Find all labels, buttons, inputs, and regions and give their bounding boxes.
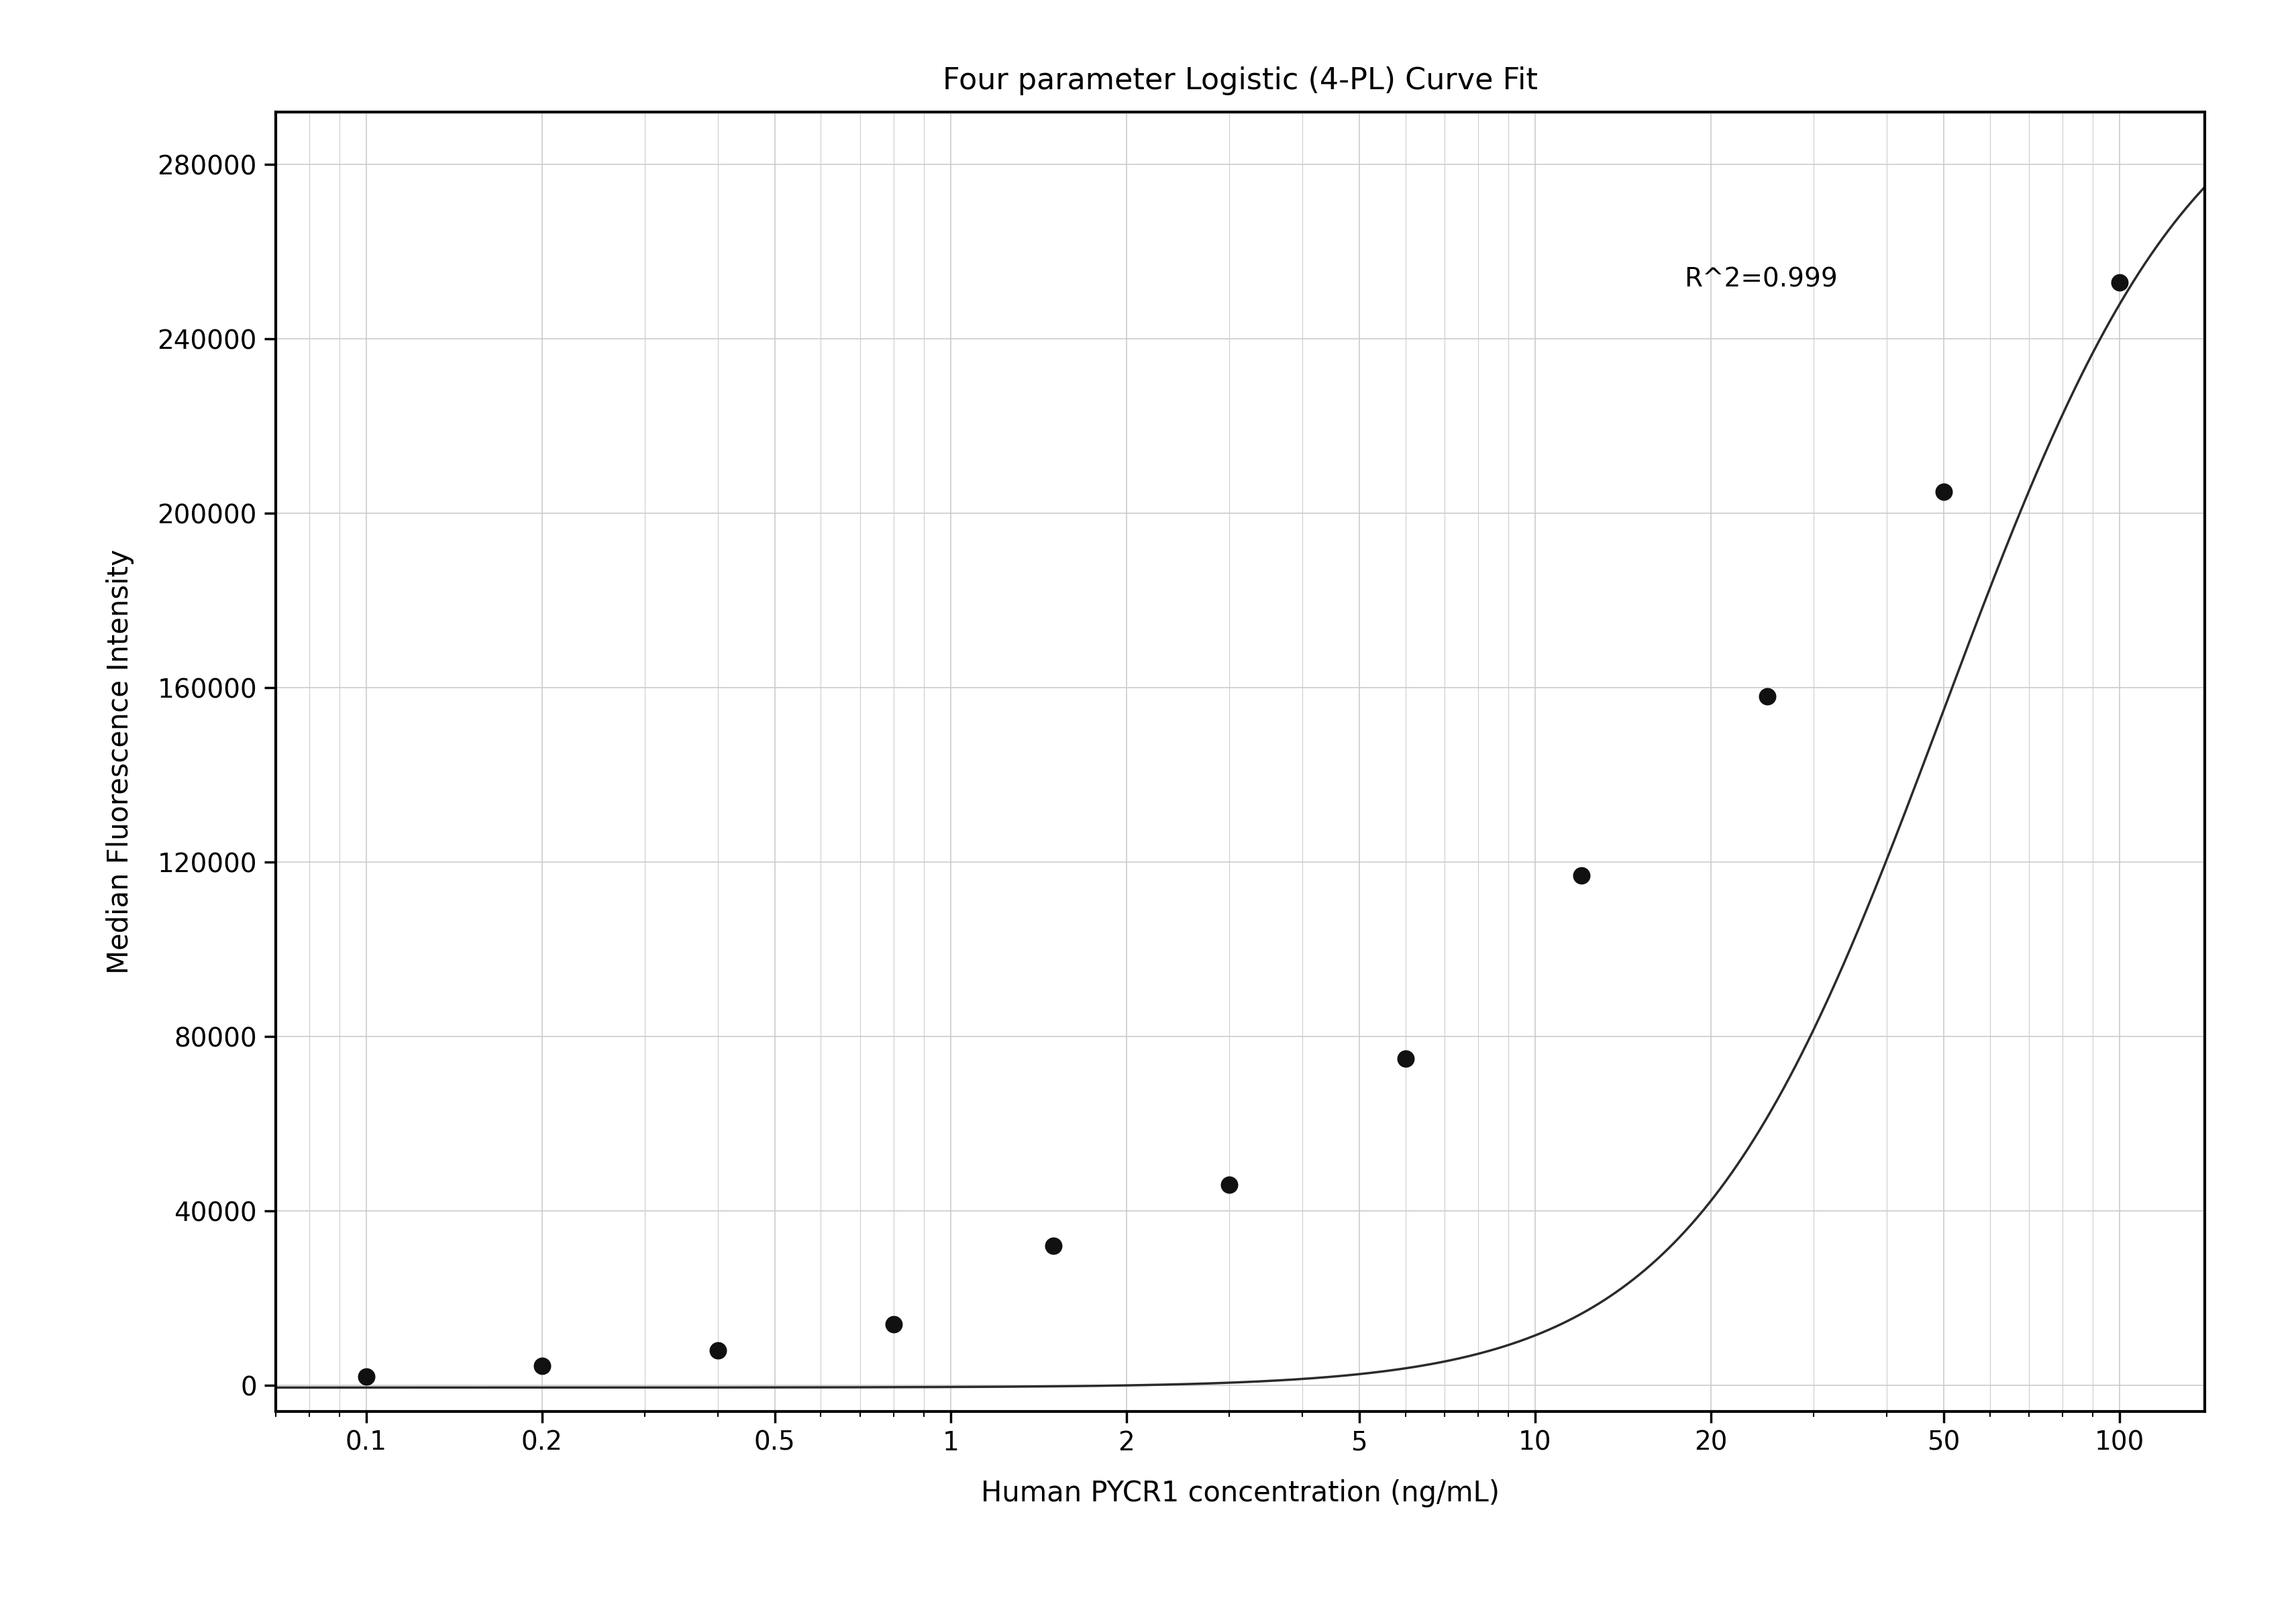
Point	[700, 1338, 737, 1363]
Point	[347, 1363, 383, 1389]
Point	[523, 1352, 560, 1378]
Point	[1561, 863, 1598, 889]
Y-axis label: Median Fluorescence Intensity: Median Fluorescence Intensity	[106, 550, 133, 974]
Text: R^2=0.999: R^2=0.999	[1683, 266, 1837, 292]
Title: Four parameter Logistic (4-PL) Curve Fit: Four parameter Logistic (4-PL) Curve Fit	[941, 66, 1538, 95]
Point	[1387, 1046, 1424, 1071]
Point	[2101, 269, 2138, 295]
Point	[1750, 683, 1786, 709]
Point	[1210, 1173, 1247, 1198]
Point	[1035, 1233, 1072, 1259]
Point	[875, 1312, 912, 1338]
Point	[1924, 478, 1961, 504]
X-axis label: Human PYCR1 concentration (ng/mL): Human PYCR1 concentration (ng/mL)	[980, 1479, 1499, 1508]
